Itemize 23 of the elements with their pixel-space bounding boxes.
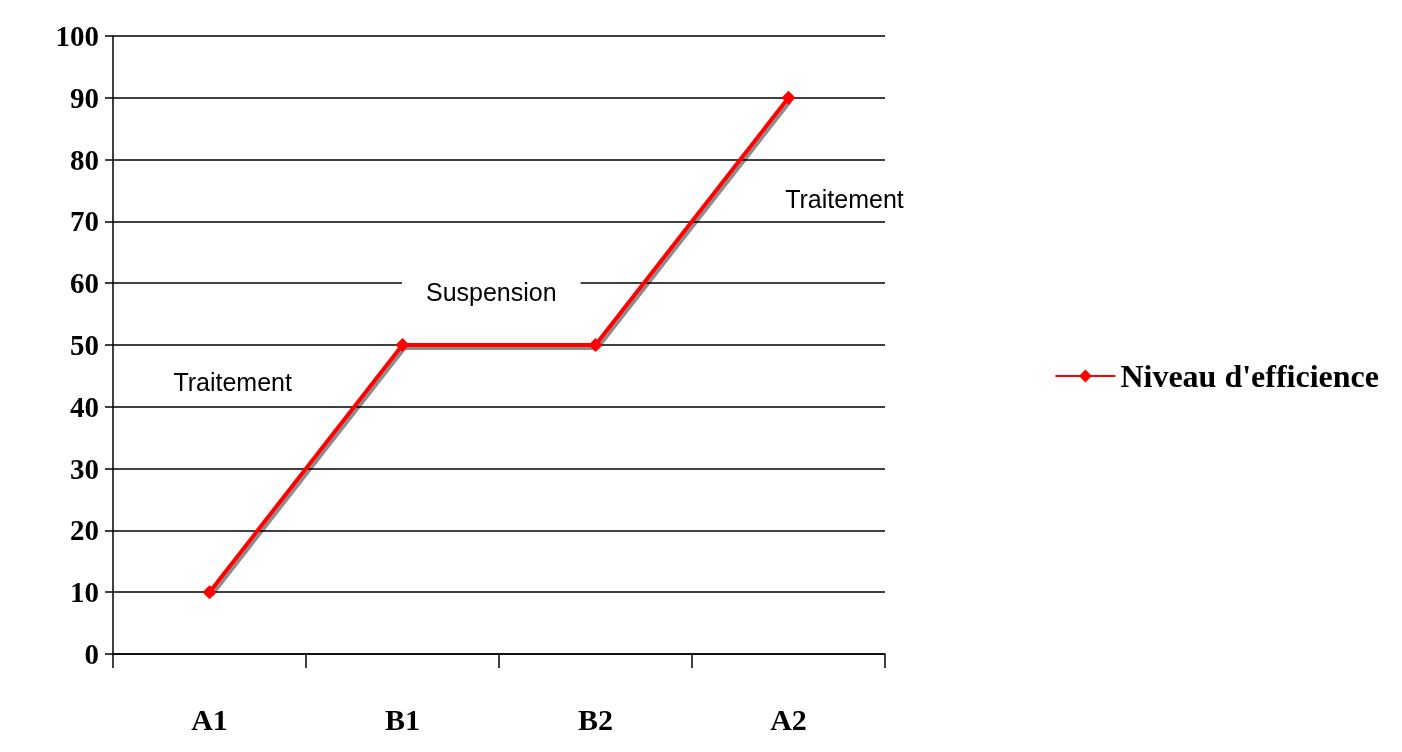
x-tick-label: B1: [384, 702, 421, 736]
y-tick-label: 0: [84, 638, 99, 670]
point: [202, 585, 217, 600]
y-tick-label: 100: [55, 20, 99, 52]
point: [588, 338, 603, 352]
y-tick-label: 60: [70, 267, 99, 300]
y-tick-label: 50: [70, 329, 99, 361]
point: [781, 90, 796, 105]
y-tick-label: 10: [70, 576, 99, 609]
x-tick-label: B2: [577, 702, 614, 736]
y-tick-label: 90: [70, 81, 99, 114]
point: [395, 338, 410, 352]
y-tick-label: 80: [70, 143, 99, 176]
annotation: Traitement: [785, 185, 904, 214]
y-tick-label: 70: [70, 205, 99, 238]
annotation: Traitement: [173, 368, 292, 397]
legend-label: Niveau d'efficience: [1120, 358, 1379, 394]
x-tick-label: A1: [191, 702, 228, 736]
y-tick-label: 30: [70, 452, 99, 485]
annotation: Suspension: [425, 278, 557, 307]
y-tick-label: 20: [70, 514, 99, 547]
y-tick-label: 40: [70, 390, 99, 423]
x-tick-label: A2: [770, 702, 807, 736]
